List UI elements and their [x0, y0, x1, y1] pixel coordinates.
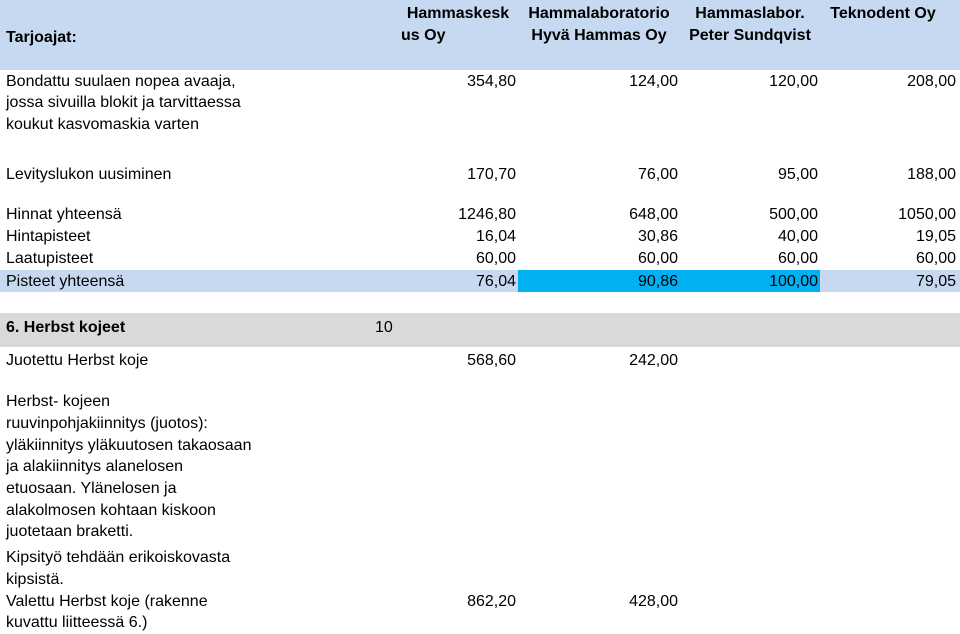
price-points-cell: 19,05 [915, 228, 956, 245]
supplier-1-line2: us Oy [401, 27, 446, 44]
quality-points-cell: 60,00 [637, 250, 678, 267]
price-cell: 428,00 [629, 593, 678, 610]
price-points-label: Hintapisteet [6, 228, 91, 245]
header-label: Tarjoajat: [6, 29, 77, 46]
item-desc-line: Kipsityö tehdään erikoiskovasta [6, 549, 231, 566]
price-cell: 170,70 [467, 166, 516, 183]
section-header-band [0, 313, 960, 347]
points-total-cell: 100,00 [769, 273, 818, 290]
item-desc-line: ja alakiinnitys alanelosen [6, 458, 183, 475]
section-title: 6. Herbst kojeet [6, 319, 126, 336]
item-desc-line: ruuvinpohjakiinnitys (juotos): [6, 415, 208, 432]
price-cell: 242,00 [629, 352, 678, 369]
points-total-cell: 76,04 [475, 273, 516, 290]
item-desc-line: koukut kasvomaskia varten [6, 116, 199, 133]
price-cell: 120,00 [769, 73, 818, 90]
points-total-row-bg [820, 270, 960, 292]
quality-points-cell: 60,00 [777, 250, 818, 267]
points-total-row-bg [0, 270, 518, 292]
price-cell: 208,00 [907, 73, 956, 90]
supplier-4-line1: Teknodent Oy [830, 5, 936, 22]
item-desc-line: juotetaan braketti. [6, 523, 134, 540]
item-desc-line: kuvattu liitteessä 6.) [6, 614, 148, 631]
price-cell: 188,00 [907, 166, 956, 183]
item-desc-line: jossa sivuilla blokit ja tarvittaessa [6, 94, 241, 111]
supplier-3-line1: Hammaslabor. [695, 5, 805, 22]
price-cell: 354,80 [467, 73, 516, 90]
supplier-2-line2: Hyvä Hammas Oy [531, 27, 667, 44]
quality-points-cell: 60,00 [915, 250, 956, 267]
header-band [0, 0, 960, 70]
totals-cell: 1050,00 [898, 206, 956, 223]
totals-cell: 648,00 [629, 206, 678, 223]
supplier-1-line1: Hammaskesk [406, 5, 510, 22]
points-total-cell: 79,05 [915, 273, 956, 290]
price-cell: 95,00 [777, 166, 818, 183]
item-desc-line: etuosaan. Ylänelosen ja [6, 480, 177, 497]
points-total-label: Pisteet yhteensä [6, 273, 125, 290]
quality-points-cell: 60,00 [475, 250, 516, 267]
item-desc-line: yläkiinnitys yläkuutosen takaosaan [6, 437, 252, 454]
quality-points-label: Laatupisteet [6, 250, 94, 267]
item-desc: Levityslukon uusiminen [6, 166, 172, 183]
price-cell: 76,00 [637, 166, 678, 183]
item-desc: Juotettu Herbst koje [6, 352, 149, 369]
price-cell: 124,00 [629, 73, 678, 90]
supplier-3-line2: Peter Sundqvist [689, 27, 811, 44]
price-points-cell: 40,00 [777, 228, 818, 245]
supplier-2-line1: Hammalaboratorio [528, 5, 670, 22]
price-points-cell: 30,86 [637, 228, 678, 245]
totals-cell: 500,00 [769, 206, 818, 223]
item-desc-line: Bondattu suulaen nopea avaaja, [6, 73, 236, 90]
item-desc-line: alakolmosen kohtaan kiskoon [6, 502, 216, 519]
price-cell: 568,60 [467, 352, 516, 369]
item-desc-line: Herbst- kojeen [6, 393, 111, 410]
totals-label: Hinnat yhteensä [6, 206, 122, 223]
points-total-cell: 90,86 [637, 273, 678, 290]
points-total-highlight [518, 270, 820, 292]
totals-cell: 1246,80 [458, 206, 516, 223]
price-cell: 862,20 [467, 593, 516, 610]
section-weight: 10 [375, 319, 393, 336]
item-desc-line: kipsistä. [6, 571, 64, 588]
price-points-cell: 16,04 [475, 228, 516, 245]
item-desc-line: Valettu Herbst koje (rakenne [6, 593, 208, 610]
